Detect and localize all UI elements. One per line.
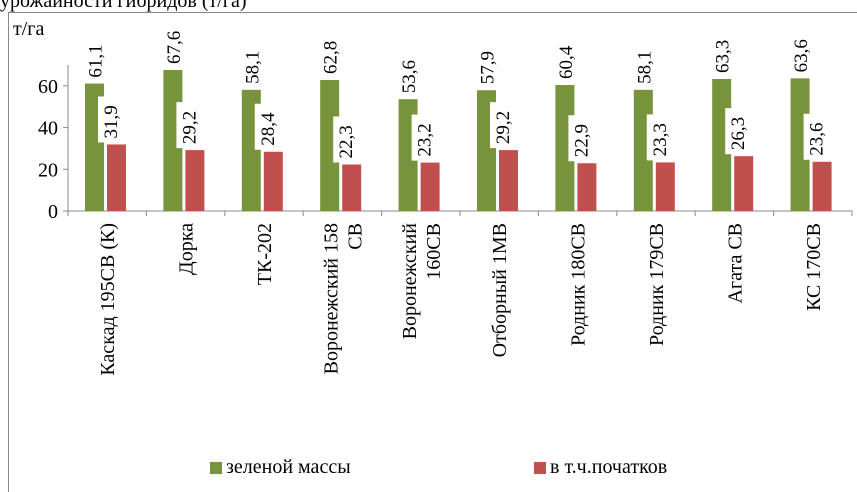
data-label-bg (646, 114, 671, 161)
legend-label: зеленой массы (226, 456, 351, 478)
data-label-series-1: 31,9 (101, 105, 122, 138)
x-tick-label: 160СВ (423, 223, 445, 280)
chart-frame (8, 12, 857, 492)
bar-series-1 (499, 150, 518, 211)
data-label-series-1: 28,4 (258, 112, 279, 146)
legend-label: в т.ч.початков (550, 456, 668, 478)
data-label-series-1: 22,3 (336, 125, 357, 158)
x-tick-label: Отборный 1МВ (489, 223, 511, 357)
data-label-series-1: 26,3 (728, 117, 749, 150)
x-tick-label: Каскад 195СВ (К) (97, 223, 119, 376)
legend-item-series-0: зеленой массы (210, 456, 351, 479)
data-label-bg (98, 96, 122, 143)
bar-series-0 (320, 80, 340, 211)
legend-item-series-1: в т.ч.початков (534, 456, 667, 479)
x-tick-label: ТК-202 (254, 223, 276, 285)
data-label-series-0: 58,1 (242, 51, 263, 84)
y-axis-label: т/га (13, 18, 45, 40)
x-tick-label: СВ (344, 223, 366, 250)
bar-series-1 (107, 144, 126, 211)
x-tick-label: Родник 180СВ (568, 223, 590, 346)
data-label-bg (333, 116, 358, 163)
legend-swatch (210, 461, 222, 474)
data-label-bg (411, 114, 436, 161)
data-label-series-0: 58,1 (634, 51, 655, 84)
chart-header-text: урожайности гибридов (т/га) (0, 0, 247, 12)
bar-series-1 (655, 162, 675, 211)
data-label-series-0: 63,3 (713, 40, 734, 73)
data-label-bg (803, 113, 828, 160)
data-label-series-1: 23,2 (415, 123, 436, 156)
bar-series-1 (342, 164, 362, 211)
x-tick-label: КС 170СВ (803, 223, 825, 311)
data-label-series-1: 23,6 (807, 123, 828, 156)
y-tick-label: 40 (38, 118, 58, 140)
bar-series-1 (420, 162, 440, 211)
x-tick-label: Агата СВ (724, 223, 746, 304)
data-label-bg (568, 115, 593, 162)
bar-series-1 (263, 151, 283, 211)
bar-chart: 0 20 40 60 61,1 31,9 Каскад 195СВ (К) 67,6 29,2 Д… (38, 31, 853, 376)
x-tick-label: Родник 179СВ (646, 223, 668, 346)
data-label-series-1: 29,2 (493, 111, 514, 144)
bar-series-0 (790, 78, 810, 211)
legend-swatch (534, 461, 546, 474)
bar-series-1 (734, 156, 754, 211)
x-tick-label: Воронежский 158 (320, 223, 342, 374)
y-tick-label: 20 (38, 159, 58, 181)
bar-series-1 (577, 163, 597, 211)
data-label-series-0: 57,9 (478, 51, 499, 84)
data-label-series-0: 67,6 (164, 31, 185, 64)
x-tick-label: Воронежский (399, 223, 421, 340)
data-label-bg (176, 102, 201, 149)
bar-series-1 (812, 161, 832, 211)
x-tick-label: Дорка (176, 223, 198, 275)
data-label-bg (490, 102, 514, 149)
data-label-series-0: 62,8 (321, 41, 342, 74)
data-label-bg (725, 108, 750, 155)
data-label-series-0: 61,1 (86, 44, 107, 77)
data-label-bg (254, 103, 279, 150)
chart-legend: зеленой массы в т.ч.початков (0, 456, 857, 482)
data-label-series-0: 53,6 (399, 60, 420, 93)
data-label-series-0: 60,4 (556, 45, 577, 79)
y-tick-label: 60 (38, 76, 58, 98)
data-label-series-1: 22,9 (571, 124, 592, 157)
data-label-series-1: 23,3 (650, 123, 671, 156)
data-label-series-1: 29,2 (179, 111, 200, 144)
bar-series-1 (185, 150, 205, 211)
data-label-series-0: 63,6 (791, 39, 812, 72)
y-tick-label: 0 (48, 201, 58, 223)
